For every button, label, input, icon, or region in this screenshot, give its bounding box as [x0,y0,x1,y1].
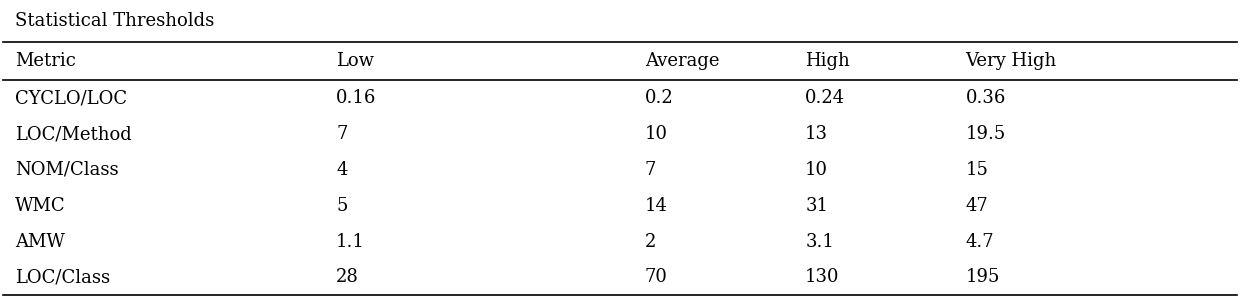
Text: 0.24: 0.24 [805,89,846,107]
Text: 4: 4 [336,161,347,179]
Text: 13: 13 [805,125,828,143]
Text: 2: 2 [645,233,656,250]
Text: Average: Average [645,52,719,70]
Text: 0.16: 0.16 [336,89,377,107]
Text: 195: 195 [966,268,999,286]
Text: 10: 10 [805,161,828,179]
Text: CYCLO/LOC: CYCLO/LOC [15,89,128,107]
Text: High: High [805,52,849,70]
Text: 130: 130 [805,268,839,286]
Text: LOC/Method: LOC/Method [15,125,131,143]
Text: LOC/Class: LOC/Class [15,268,110,286]
Text: 0.36: 0.36 [966,89,1006,107]
Text: 0.2: 0.2 [645,89,673,107]
Text: 14: 14 [645,197,667,215]
Text: 15: 15 [966,161,988,179]
Text: NOM/Class: NOM/Class [15,161,119,179]
Text: 3.1: 3.1 [805,233,835,250]
Text: Very High: Very High [966,52,1056,70]
Text: 1.1: 1.1 [336,233,365,250]
Text: 7: 7 [336,125,347,143]
Text: 70: 70 [645,268,667,286]
Text: 7: 7 [645,161,656,179]
Text: Metric: Metric [15,52,76,70]
Text: 31: 31 [805,197,828,215]
Text: 47: 47 [966,197,988,215]
Text: WMC: WMC [15,197,66,215]
Text: AMW: AMW [15,233,64,250]
Text: 10: 10 [645,125,667,143]
Text: 4.7: 4.7 [966,233,994,250]
Text: 5: 5 [336,197,347,215]
Text: Statistical Thresholds: Statistical Thresholds [15,12,215,30]
Text: 19.5: 19.5 [966,125,1006,143]
Text: Low: Low [336,52,374,70]
Text: 28: 28 [336,268,358,286]
